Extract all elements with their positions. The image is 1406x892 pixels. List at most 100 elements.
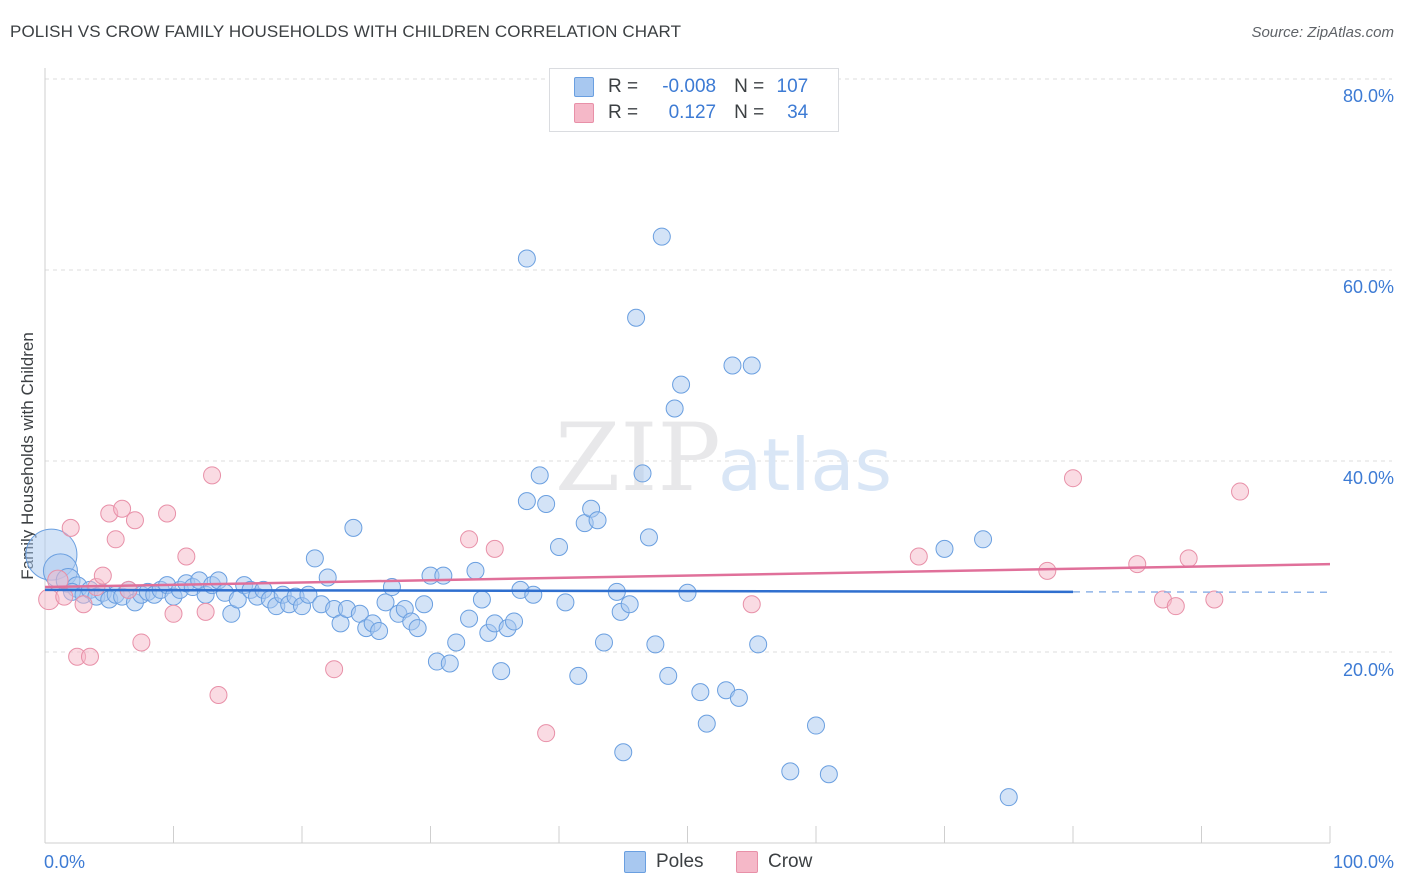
legend-row-poles: R = -0.008 N = 107 [574,75,808,99]
poles-point [935,539,954,558]
poles-point [620,595,639,614]
crow-point [537,724,556,743]
poles-point [652,227,671,246]
chart-title: POLISH VS CROW FAMILY HOUSEHOLDS WITH CH… [10,22,682,41]
trend-lines [44,562,1331,594]
r-value: -0.008 [662,76,717,97]
crow-point [74,595,93,614]
points-layer [25,227,1250,807]
gridlines [45,78,1392,653]
crow-point [177,547,196,566]
poles-point [691,683,710,702]
y-tick-20: 20.0% [1342,660,1394,680]
y-tick-80: 80.0% [1342,86,1394,106]
poles-point [723,356,742,375]
poles-point [530,466,549,485]
poles-point [517,492,536,511]
poles-point [659,666,678,685]
x-tick-min: 0.0% [44,852,86,872]
legend-crow: Crow [736,851,812,873]
poles-point [729,688,748,707]
axes [44,68,1331,844]
r-label: R = [608,102,639,123]
crow-point [1064,469,1082,488]
crow-point [909,547,928,566]
crow-point [196,602,215,621]
crow-point [1179,549,1198,568]
poles-point [819,765,838,784]
poles-point [517,249,536,268]
poles-point [408,619,427,638]
legend-poles: Poles [624,851,704,873]
poles-point [370,621,389,640]
crow-point [158,504,177,523]
crow-point [61,518,80,537]
y-tick-60: 60.0% [1342,277,1394,297]
poles-point [639,528,658,547]
poles-point [556,593,575,612]
poles-point [974,530,993,549]
y-tick-40: 40.0% [1342,468,1394,488]
watermark-atlas: atlas [718,423,892,507]
watermark-zip: ZIP [555,404,721,513]
legend-row-crow: R = 0.127 N = 34 [574,101,808,125]
crow-point [1038,561,1057,580]
crow-point [125,511,144,530]
poles-point [492,662,511,681]
poles-trend-line [44,588,1074,594]
poles-point [550,537,568,556]
poles-point [447,633,466,652]
crow-point [113,499,132,518]
correlation-legend: R = -0.008 N = 107 R = 0.127 N = 34 [549,68,839,132]
crow-point [325,660,344,679]
crow-point [164,604,183,623]
crow-point [203,466,222,485]
poles-point [344,518,363,537]
poles-point [665,399,684,418]
r-label: R = [608,76,639,97]
poles-point [742,356,761,375]
poles-point [524,585,543,604]
poles-point [318,568,337,587]
crow-point [1166,597,1185,616]
poles-point [569,666,588,685]
crow-point [1128,555,1147,574]
poles-swatch [574,77,594,97]
n-label: N = [734,102,765,123]
crow-point [209,685,228,704]
poles-point [697,714,716,733]
poles-point [434,566,453,585]
poles-point [781,762,800,781]
crow-swatch [736,851,758,873]
poles-point [415,595,434,614]
poles-point [646,635,665,654]
crow-point [485,539,504,558]
crow-trend-line [44,562,1331,589]
n-value: 107 [776,76,809,97]
crow-point [80,647,99,666]
crow-point [460,530,479,549]
poles-point [672,375,691,394]
crow-point [1205,590,1224,609]
legend-poles-label: Poles [656,851,704,872]
poles-point [627,308,646,327]
poles-point [537,494,556,513]
r-value: 0.127 [668,102,717,123]
poles-point [460,609,479,628]
x-tick-max: 100.0% [1332,852,1394,872]
crow-point [132,633,151,652]
poles-point [807,716,825,735]
poles-point [472,590,491,609]
crow-point [1231,482,1250,501]
crow-point [742,595,761,614]
crow-point [55,587,74,606]
poles-point [749,635,768,654]
crow-swatch [574,103,594,123]
poles-point [376,593,395,612]
poles-point [466,561,485,580]
poles-point [999,788,1018,807]
source-label: Source: ZipAtlas.com [1251,24,1394,41]
poles-swatch [624,851,646,873]
crow-point [93,566,112,585]
